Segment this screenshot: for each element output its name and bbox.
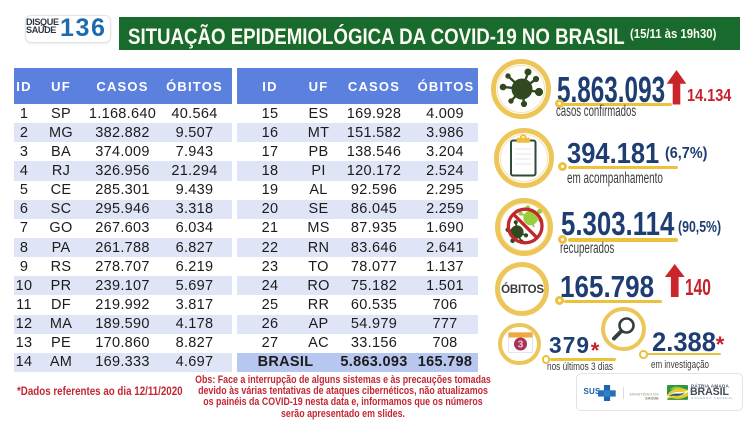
svg-text:3: 3 (518, 339, 524, 350)
